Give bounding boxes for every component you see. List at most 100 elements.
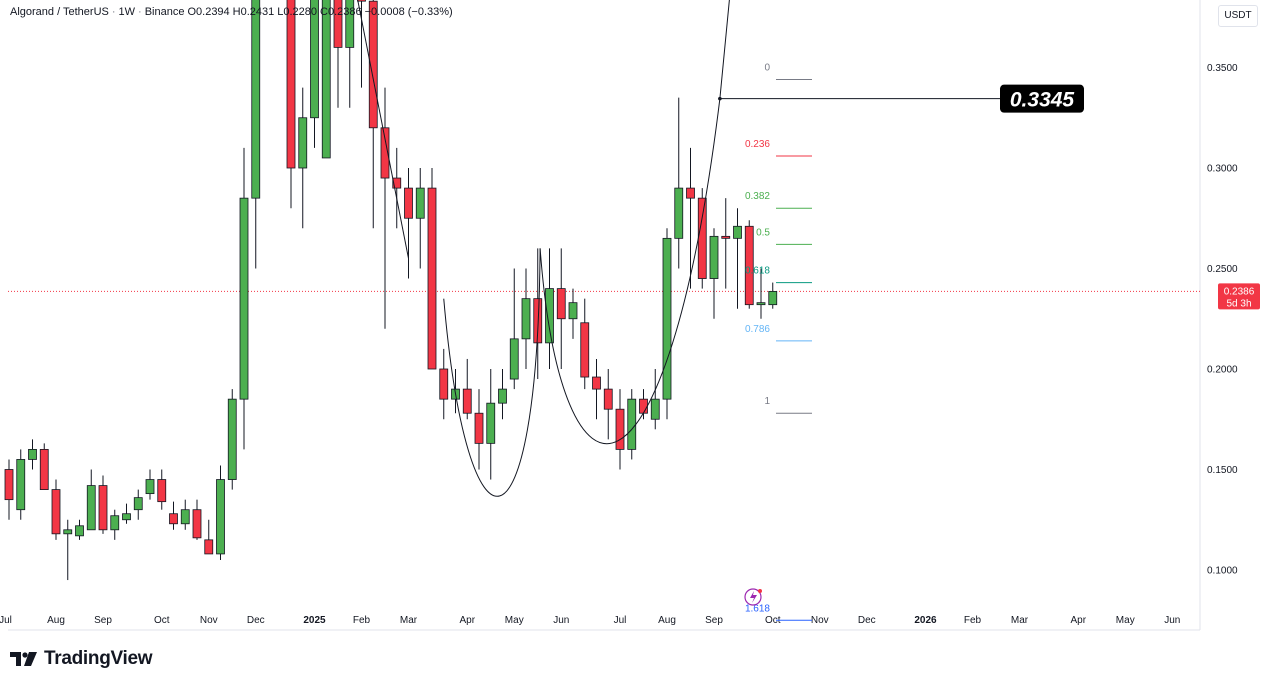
currency-unit-button[interactable]: USDT [1218, 5, 1258, 27]
lightning-icon[interactable] [744, 588, 762, 606]
x-tick-label: Mar [1011, 615, 1029, 626]
candle-body[interactable] [686, 187, 695, 199]
candles [4, 0, 778, 581]
candle-body[interactable] [157, 479, 167, 503]
candle-body[interactable] [216, 479, 225, 555]
candle-body[interactable] [145, 479, 155, 495]
candle-body[interactable] [592, 376, 601, 390]
candle-body[interactable] [427, 187, 437, 370]
candle-body[interactable] [439, 368, 449, 400]
x-tick-label: Aug [658, 615, 676, 626]
x-tick-label: Sep [705, 615, 723, 626]
candle-body[interactable] [4, 469, 14, 501]
candle-body[interactable] [756, 302, 766, 306]
candle-body[interactable] [498, 388, 507, 404]
candle-body[interactable] [627, 398, 637, 450]
candle-body[interactable] [227, 398, 237, 480]
x-tick-label: May [505, 615, 524, 626]
candle-body[interactable] [75, 525, 84, 537]
ohlc-high: H0.2431 [232, 6, 275, 18]
candle-body[interactable] [509, 338, 519, 380]
candle-body[interactable] [251, 0, 261, 199]
candle-body[interactable] [709, 235, 719, 279]
fib-level-label: 0 [764, 63, 770, 74]
candle-body[interactable] [122, 513, 131, 521]
header-separator: · [138, 6, 142, 18]
candle-body[interactable] [533, 298, 543, 344]
x-tick-label: Jul [0, 615, 12, 626]
target-callout[interactable]: 0.3345 [718, 84, 1084, 113]
x-tick-label: Feb [964, 615, 982, 626]
candle-body[interactable] [662, 237, 672, 400]
candle-body[interactable] [545, 288, 554, 344]
x-tick-label: Oct [154, 615, 170, 626]
fib-level-label: 0.786 [745, 324, 770, 335]
candle-body[interactable] [368, 0, 378, 129]
candle-body[interactable] [180, 509, 190, 525]
candle-body[interactable] [462, 388, 472, 414]
candle-body[interactable] [556, 288, 566, 320]
x-tick-label: May [1116, 615, 1135, 626]
candle-body[interactable] [333, 0, 343, 48]
candle-body[interactable] [733, 225, 742, 239]
candle-body[interactable] [39, 448, 49, 490]
candle-body[interactable] [86, 485, 96, 531]
interval-label[interactable]: 1W [118, 6, 136, 18]
candle-body[interactable] [392, 177, 402, 189]
icon-dot [758, 589, 762, 593]
candle-body[interactable] [310, 0, 319, 119]
x-tick-label: Nov [811, 615, 829, 626]
candle-body[interactable] [357, 0, 366, 2]
price-tag-countdown: 5d 3h [1226, 298, 1251, 309]
candle-body[interactable] [486, 402, 496, 444]
ohlc-close: C0.2386 [320, 6, 362, 18]
tradingview-logo[interactable]: TradingView [10, 648, 153, 670]
candle-body[interactable] [768, 291, 778, 306]
symbol-name[interactable]: Algorand / TetherUS [10, 6, 109, 18]
candle-body[interactable] [639, 398, 648, 414]
candle-body[interactable] [697, 197, 707, 279]
candle-body[interactable] [650, 398, 660, 420]
candle-body[interactable] [674, 187, 684, 239]
brand-name: TradingView [44, 648, 153, 669]
y-tick-label: 0.3500 [1207, 63, 1238, 74]
ohlc-change: −0.0008 (−0.33%) [364, 6, 453, 18]
candle-body[interactable] [169, 513, 178, 525]
x-tick-label: Jun [553, 615, 569, 626]
candle-body[interactable] [603, 388, 613, 410]
candle-body[interactable] [192, 509, 202, 539]
candle-body[interactable] [51, 489, 61, 535]
candle-body[interactable] [110, 515, 120, 531]
candle-body[interactable] [239, 197, 249, 400]
candle-body[interactable] [615, 408, 625, 450]
candle-body[interactable] [63, 529, 73, 535]
candle-body[interactable] [298, 117, 308, 169]
candle-body[interactable] [521, 298, 531, 340]
y-tick-label: 0.1500 [1207, 465, 1238, 476]
target-value: 0.3345 [1010, 89, 1075, 112]
candle-body[interactable] [28, 448, 37, 460]
candle-body[interactable] [345, 0, 355, 48]
downtrend-line [357, 0, 409, 259]
candle-body[interactable] [286, 0, 296, 169]
candle-body[interactable] [568, 302, 578, 320]
pattern-drawing [357, 0, 730, 497]
candle-body[interactable] [16, 459, 26, 511]
candle-body[interactable] [580, 322, 590, 378]
target-badge [1000, 84, 1084, 113]
candle-body[interactable] [133, 497, 143, 511]
candle-body[interactable] [204, 539, 214, 555]
candle-body[interactable] [415, 187, 425, 219]
candle-body[interactable] [721, 235, 731, 239]
candle-body[interactable] [744, 225, 754, 306]
candle-body[interactable] [98, 485, 108, 531]
candle-body[interactable] [321, 0, 331, 159]
candle-body[interactable] [380, 127, 390, 179]
candle-body[interactable] [404, 187, 413, 219]
fib-level-label: 0.5 [756, 227, 770, 238]
candle-body[interactable] [474, 412, 484, 444]
header-separator: · [111, 6, 116, 18]
x-tick-label: Apr [1070, 615, 1086, 626]
